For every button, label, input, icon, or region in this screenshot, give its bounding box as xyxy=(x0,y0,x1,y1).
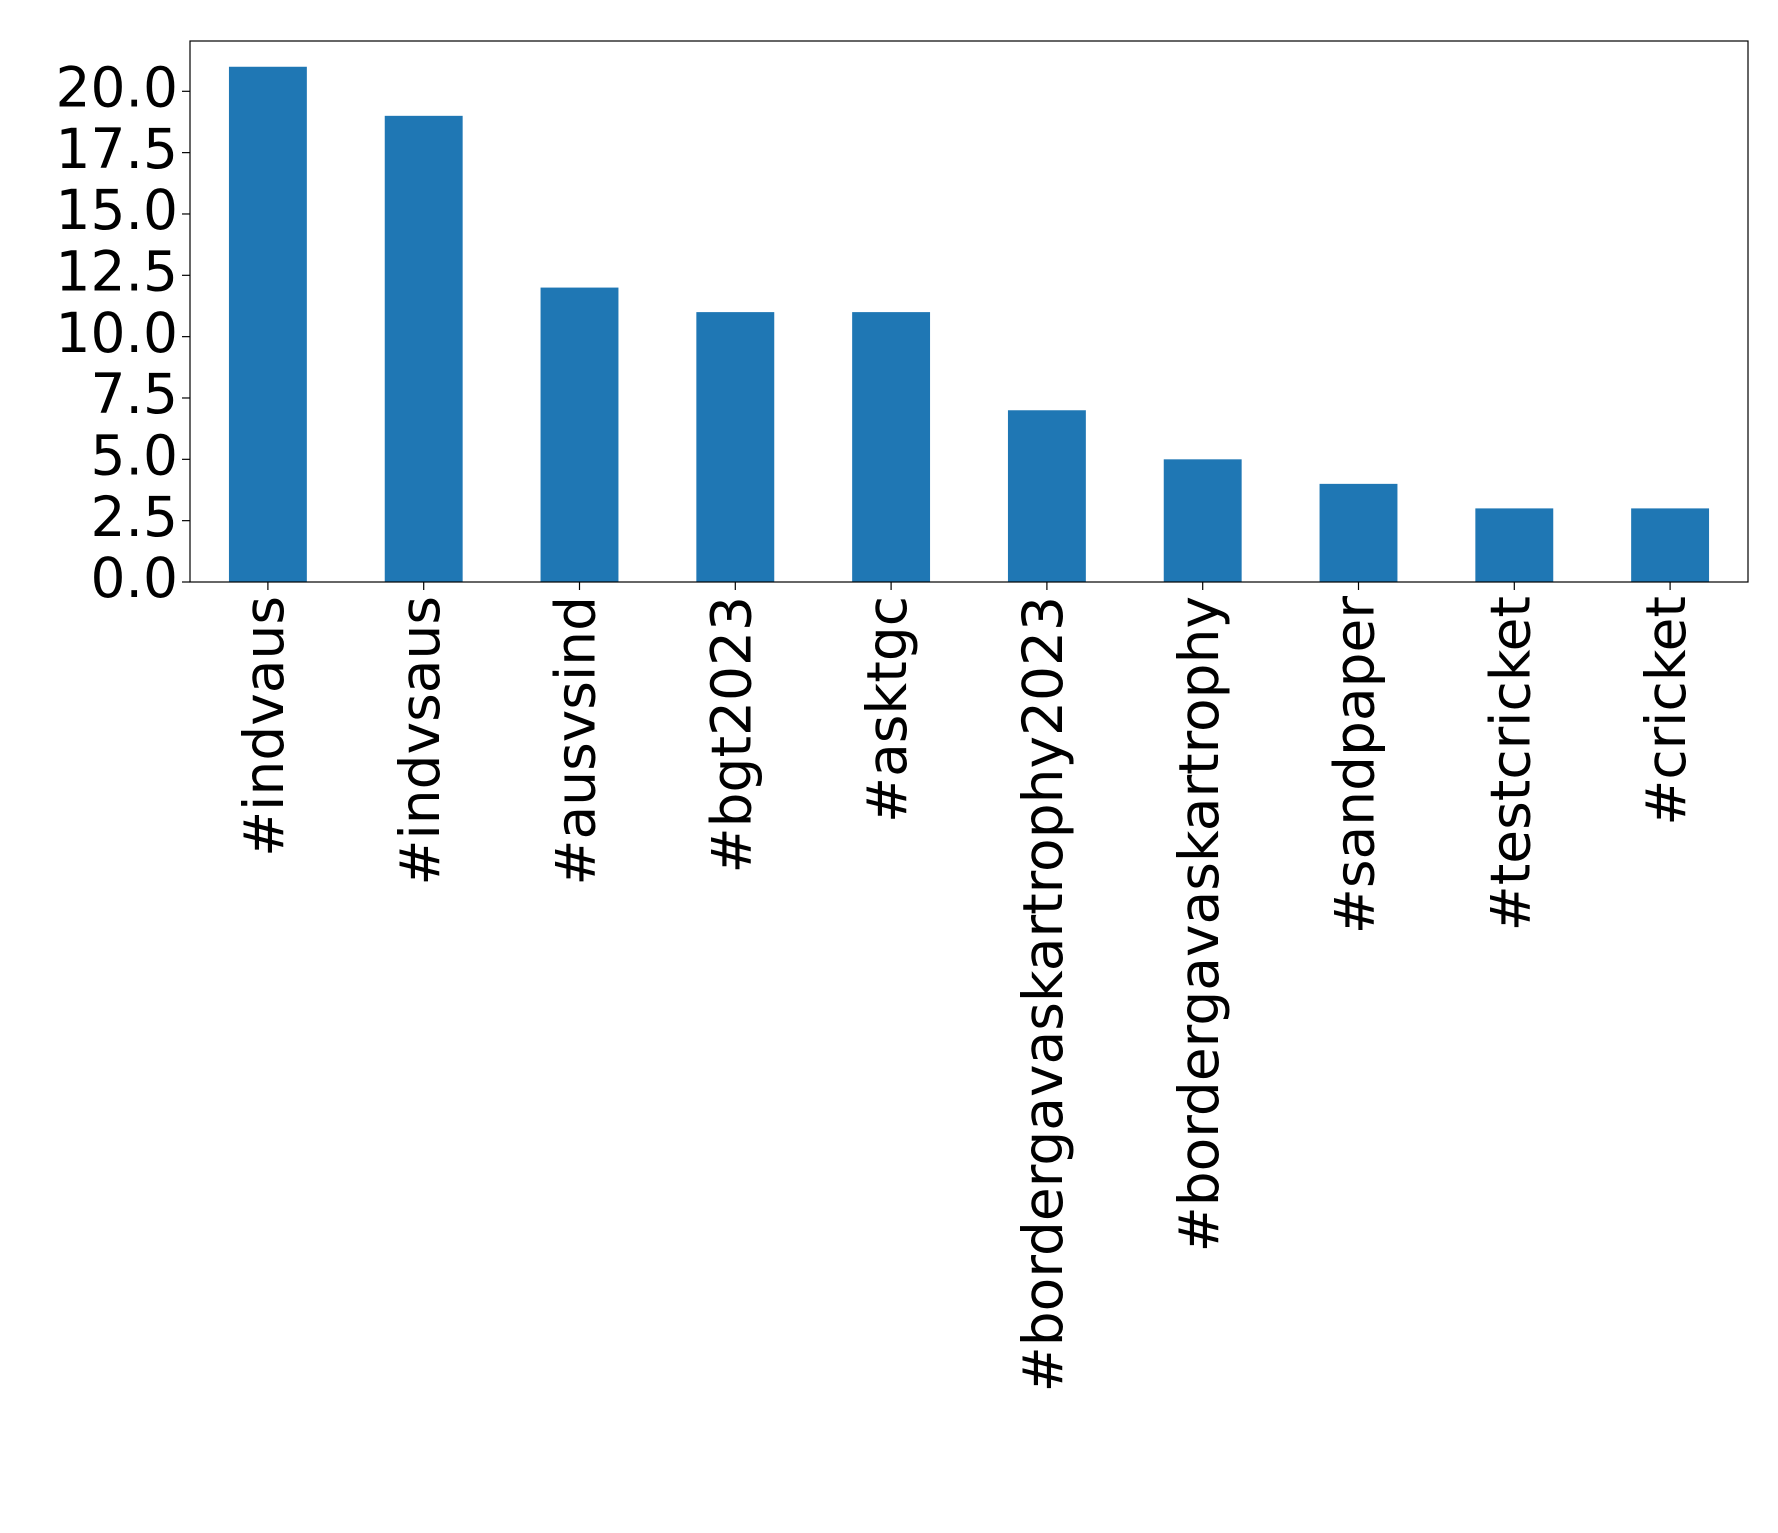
x-tick-label: #bordergavaskartrophy xyxy=(1167,596,1231,1252)
bar xyxy=(696,312,775,582)
x-tick-label: #asktgc xyxy=(855,596,919,823)
bar xyxy=(1475,508,1554,582)
x-tick-label: #sandpaper xyxy=(1323,596,1387,935)
y-tick-label: 20.0 xyxy=(56,55,178,119)
y-tick-label: 10.0 xyxy=(56,301,178,365)
bar xyxy=(852,312,931,582)
x-tick-label: #bordergavaskartrophy2023 xyxy=(1011,596,1075,1392)
y-tick-label: 0.0 xyxy=(91,546,178,610)
x-tick-label: #cricket xyxy=(1634,596,1698,826)
bar xyxy=(384,115,463,582)
bar xyxy=(1007,410,1086,582)
y-tick-label: 17.5 xyxy=(56,117,178,181)
y-tick-label: 5.0 xyxy=(91,423,178,487)
y-tick-label: 15.0 xyxy=(56,178,178,242)
bar xyxy=(228,66,307,582)
bar xyxy=(1319,483,1398,582)
bar xyxy=(1163,459,1242,582)
bar xyxy=(540,287,619,582)
x-tick-label: #testcricket xyxy=(1478,596,1542,931)
x-tick-label: #indvsaus xyxy=(388,596,452,886)
x-tick-label: #ausvsind xyxy=(544,596,608,886)
bar xyxy=(1631,508,1710,582)
y-tick-label: 12.5 xyxy=(56,239,178,303)
plot-frame xyxy=(189,40,1749,583)
y-tick-label: 2.5 xyxy=(91,485,178,549)
x-tick-label: #indvaus xyxy=(232,596,296,857)
y-tick-label: 7.5 xyxy=(91,362,178,426)
x-tick-label: #bgt2023 xyxy=(699,596,763,873)
